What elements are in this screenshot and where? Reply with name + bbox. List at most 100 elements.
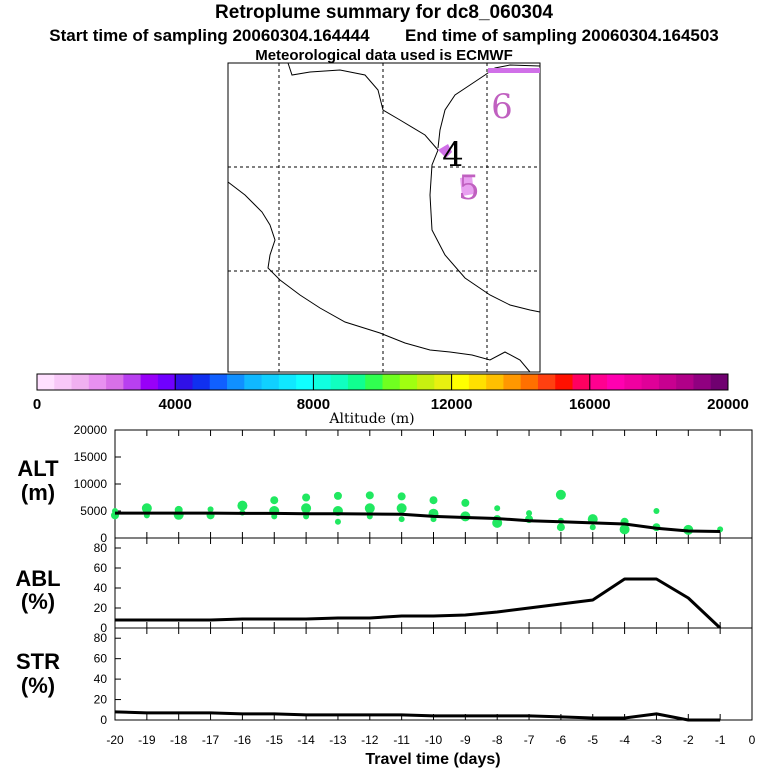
- colorbar-cell: [88, 374, 107, 390]
- map-frame: [227, 62, 541, 373]
- colorbar-cell: [520, 374, 539, 390]
- x-tick-label: -20: [106, 733, 124, 747]
- x-tick-label: -11: [393, 733, 410, 747]
- colorbar-cell: [468, 374, 487, 390]
- colorbar-tick-label: 16000: [569, 396, 611, 413]
- sampling-times: Start time of sampling 20060304.164444 E…: [0, 26, 768, 46]
- altitude-point: [556, 523, 565, 532]
- y-tick-label: 0: [100, 713, 107, 727]
- x-tick-label: -13: [329, 733, 347, 747]
- altitude-point: [173, 509, 184, 520]
- alt-panel: ALT (m) 0 5000 10000 15000 20000: [17, 423, 753, 545]
- altitude-point: [396, 503, 407, 514]
- y-tick-label: 10000: [74, 477, 108, 491]
- colorbar-cell: [37, 374, 55, 390]
- altitude-point: [492, 517, 503, 528]
- abl-panel-frame: [114, 537, 753, 629]
- colorbar-tick-label: 12000: [431, 396, 473, 413]
- altitude-point: [589, 524, 596, 531]
- colorbar-tick-label: 20000: [707, 396, 749, 413]
- y-tick-label: 60: [94, 652, 108, 666]
- colorbar-cell: [607, 374, 625, 390]
- colorbar-cell: [572, 374, 591, 390]
- map-day-marker-5: 5: [458, 168, 480, 208]
- abl-panel-unit: (%): [21, 589, 55, 614]
- colorbar-cell: [347, 374, 366, 390]
- x-tick-label: -1: [715, 733, 726, 747]
- altitude-point: [237, 500, 248, 511]
- abl-panel: ABL (%) 0 20 40 60 80: [15, 537, 753, 635]
- coastline: [437, 64, 541, 149]
- x-tick-label: -14: [297, 733, 315, 747]
- colorbar-cell: [313, 374, 332, 390]
- colorbar-cell: [227, 374, 245, 390]
- colorbar-cell: [106, 374, 124, 390]
- x-tick-label: -3: [651, 733, 662, 747]
- colorbar-cell: [537, 374, 556, 390]
- chart-title: Retroplume summary for dc8_060304: [215, 2, 553, 23]
- x-tick-label: -2: [683, 733, 694, 747]
- str-panel-label: STR: [16, 649, 60, 674]
- colorbar-cell: [382, 374, 401, 390]
- plume-patch: [460, 176, 474, 196]
- altitude-point: [141, 503, 152, 514]
- x-tick-label: -17: [202, 733, 220, 747]
- altitude-point: [333, 491, 342, 500]
- plume-patch: [488, 68, 540, 73]
- altitude-point: [653, 508, 660, 514]
- x-tick-label: -18: [170, 733, 188, 747]
- alt-panel-unit: (m): [21, 480, 55, 505]
- abl-panel-label: ABL: [15, 566, 60, 591]
- y-tick-label: 40: [94, 672, 108, 686]
- map-day-marker-4: 4: [442, 135, 464, 175]
- altitude-point: [334, 518, 341, 525]
- coastline: [227, 181, 531, 373]
- altitude-point: [397, 492, 406, 501]
- y-tick-label: 20: [94, 693, 108, 707]
- colorbar-cell: [192, 374, 211, 390]
- map: 4 5 6: [227, 62, 541, 373]
- y-tick-label: 80: [94, 541, 108, 555]
- colorbar-cell: [71, 374, 90, 390]
- altitude-point: [461, 498, 470, 507]
- altitude-colorbar: 0 4000 8000 12000 16000 20000 Altitude (m): [33, 373, 749, 427]
- str-panel-unit: (%): [21, 673, 55, 698]
- colorbar-cell: [330, 374, 349, 390]
- x-tick-label: 0: [749, 733, 756, 747]
- colorbar-cell: [693, 374, 712, 390]
- altitude-point: [302, 493, 311, 502]
- y-tick-label: 60: [94, 561, 108, 575]
- x-tick-label: -9: [460, 733, 471, 747]
- altitude-point: [364, 503, 375, 514]
- colorbar-cell: [261, 374, 280, 390]
- altitude-point: [555, 489, 566, 500]
- colorbar-cell: [209, 374, 228, 390]
- colorbar-cell: [624, 374, 643, 390]
- y-tick-label: 5000: [80, 504, 107, 518]
- alt-series-line: [115, 511, 721, 534]
- colorbar-cell: [658, 374, 677, 390]
- colorbar-cell: [54, 374, 73, 390]
- y-tick-label: 80: [94, 631, 108, 645]
- colorbar-cell: [140, 374, 159, 390]
- altitude-point: [494, 505, 501, 512]
- altitude-point: [429, 496, 438, 505]
- colorbar-cell: [451, 374, 470, 390]
- colorbar-cell: [589, 374, 608, 390]
- str-panel-frame: [114, 627, 753, 721]
- colorbar-tick-label: 8000: [297, 396, 330, 413]
- colorbar-title: Altitude (m): [328, 411, 414, 427]
- plume-patch: [438, 144, 452, 158]
- altitude-point: [398, 516, 405, 523]
- altitude-point: [619, 524, 630, 535]
- colorbar-cell: [503, 374, 522, 390]
- start-time-label: Start time of sampling 20060304.164444: [49, 26, 370, 45]
- x-tick-label: -5: [587, 733, 598, 747]
- colorbar-cell: [175, 374, 193, 390]
- alt-panel-label: ALT: [17, 456, 59, 481]
- x-tick-label: -4: [619, 733, 630, 747]
- x-tick-label: -7: [524, 733, 535, 747]
- x-tick-label: -15: [266, 733, 284, 747]
